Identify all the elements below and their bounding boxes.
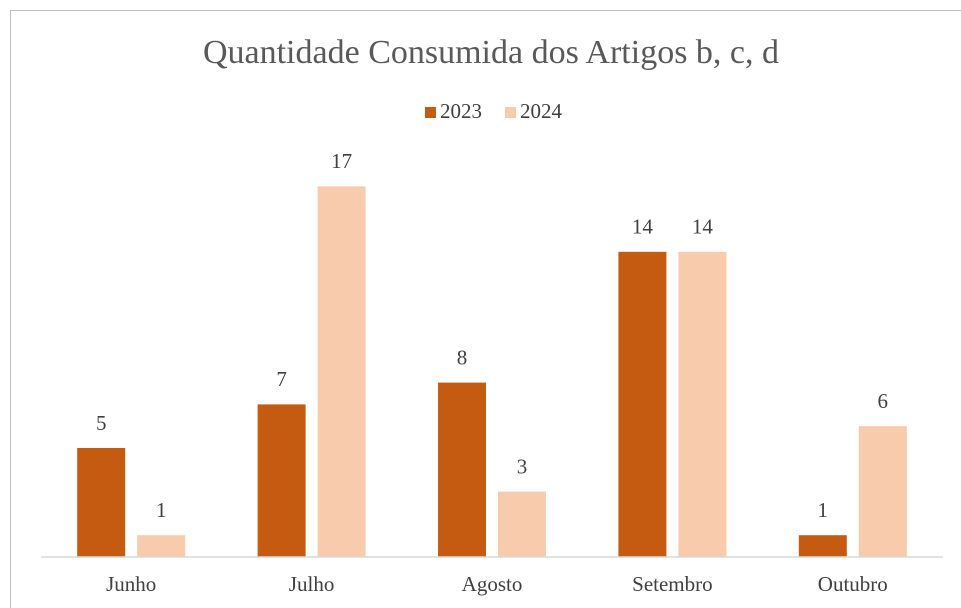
data-label: 14 — [632, 215, 654, 239]
bar — [77, 448, 126, 557]
data-label: 14 — [692, 215, 714, 239]
chart-title: Quantidade Consumida dos Artigos b, c, d — [203, 34, 779, 71]
bar — [678, 251, 727, 558]
bar — [438, 382, 486, 557]
data-label: 5 — [96, 411, 107, 435]
data-label: 6 — [878, 389, 889, 413]
legend-swatch — [505, 107, 516, 118]
data-label: 8 — [457, 345, 468, 369]
bar — [257, 404, 306, 557]
x-tick-label: Setembro — [632, 572, 712, 596]
bar — [618, 251, 667, 558]
bar — [137, 535, 186, 557]
bar — [317, 186, 366, 557]
data-label: 1 — [156, 498, 167, 522]
x-tick-label: Julho — [289, 572, 335, 596]
x-tick-label: Agosto — [462, 572, 523, 596]
bar — [498, 491, 546, 557]
bar — [858, 426, 907, 557]
data-label: 1 — [818, 498, 829, 522]
legend-label: 2024 — [520, 99, 563, 123]
legend-label: 2023 — [440, 99, 482, 123]
x-tick-label: Junho — [106, 572, 156, 596]
legend-swatch — [425, 107, 436, 118]
x-tick-label: Outubro — [818, 572, 888, 596]
data-label: 7 — [276, 367, 287, 391]
data-label: 3 — [517, 454, 528, 478]
bar — [798, 535, 847, 557]
data-label: 17 — [331, 149, 352, 173]
